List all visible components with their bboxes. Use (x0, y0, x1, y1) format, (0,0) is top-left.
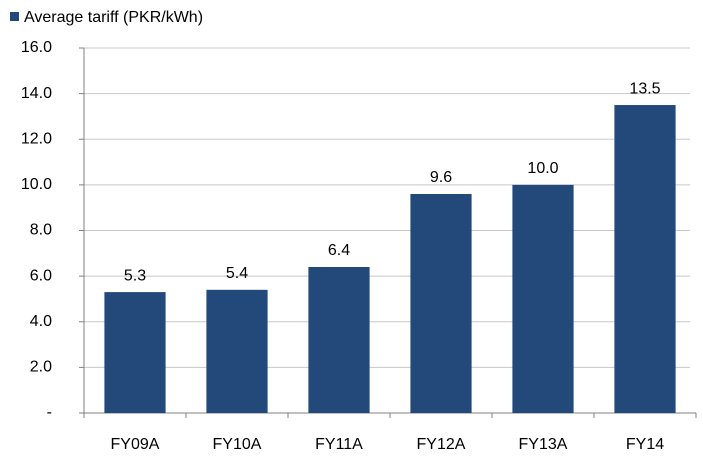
bar (410, 194, 472, 413)
y-tick-label: 12.0 (21, 130, 52, 147)
x-tick-label: FY14 (626, 436, 664, 453)
data-label: 13.5 (629, 80, 660, 97)
bar (308, 267, 370, 413)
y-tick-label: 16.0 (21, 39, 52, 56)
y-tick-label: - (47, 404, 52, 421)
x-tick-label: FY09A (111, 436, 160, 453)
data-label: 10.0 (527, 160, 558, 177)
bar (614, 105, 676, 413)
bar (104, 292, 166, 413)
legend-label: Average tariff (PKR/kWh) (24, 9, 203, 26)
y-tick-label: 10.0 (21, 176, 52, 193)
data-label: 6.4 (328, 242, 350, 259)
y-tick-label: 6.0 (30, 267, 52, 284)
y-tick-label: 4.0 (30, 313, 52, 330)
legend-swatch (10, 12, 19, 21)
y-tick-label: 8.0 (30, 222, 52, 239)
x-tick-label: FY12A (417, 436, 466, 453)
data-label: 9.6 (430, 169, 452, 186)
x-tick-label: FY10A (213, 436, 262, 453)
data-label: 5.3 (124, 267, 146, 284)
x-tick-label: FY13A (519, 436, 568, 453)
bar (512, 184, 574, 413)
bar (206, 289, 268, 413)
y-tick-label: 14.0 (21, 85, 52, 102)
x-tick-label: FY11A (315, 436, 363, 453)
data-label: 5.4 (226, 265, 248, 282)
y-tick-label: 2.0 (30, 359, 52, 376)
